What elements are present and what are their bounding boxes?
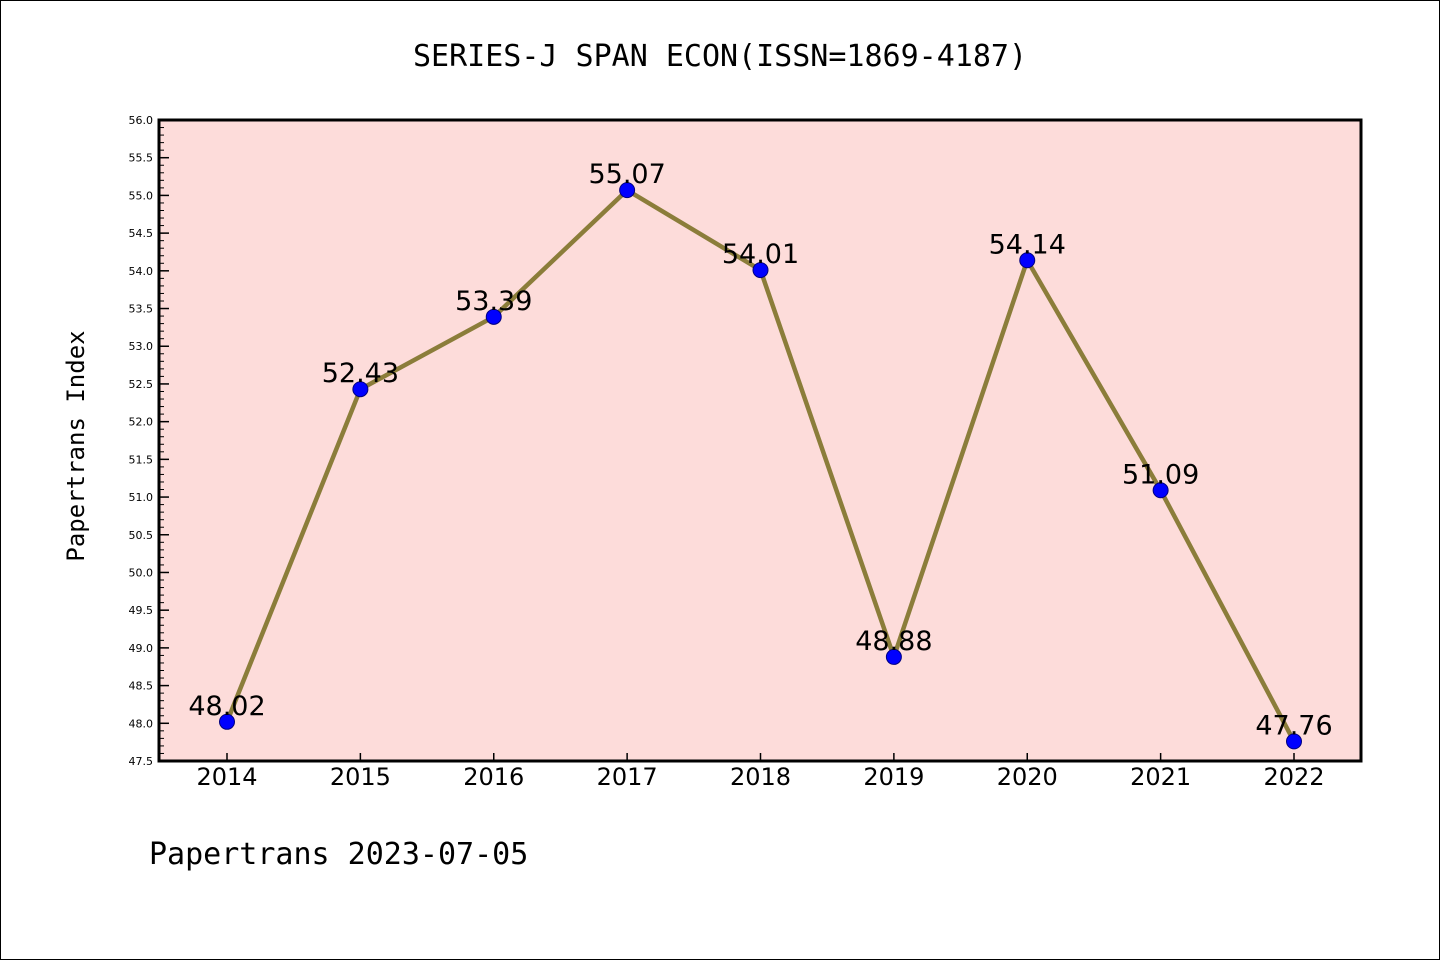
x-tick-label: 2015 — [330, 763, 391, 791]
plot-area — [159, 120, 1361, 761]
data-label: 53.39 — [455, 286, 532, 317]
y-tick-label: 53.5 — [129, 303, 154, 316]
data-point — [485, 308, 502, 325]
data-point — [1019, 252, 1036, 269]
y-tick-label: 51.5 — [129, 453, 154, 466]
x-tick-label: 2018 — [730, 763, 791, 791]
y-tick-label: 49.5 — [129, 604, 154, 617]
data-point — [885, 648, 902, 665]
x-tick-label: 2020 — [997, 763, 1058, 791]
data-label: 54.01 — [722, 239, 799, 270]
data-point — [1286, 733, 1302, 750]
y-tick-label: 49.0 — [129, 642, 154, 655]
x-tick-label: 2014 — [196, 763, 257, 791]
data-label: 54.14 — [989, 229, 1066, 260]
y-tick-label: 52.5 — [129, 378, 154, 391]
data-labels: 48.02 52.43 53.39 55.07 54.01 48.88 54.14 51.09… — [188, 159, 1332, 741]
y-tick-label: 54.0 — [129, 265, 154, 278]
y-tick-label: 47.5 — [129, 755, 154, 768]
data-point — [352, 381, 369, 398]
y-tick-label: 51.0 — [129, 491, 154, 504]
data-points — [219, 182, 1302, 750]
x-tick-label: 2021 — [1130, 763, 1191, 791]
data-label: 48.02 — [188, 691, 265, 722]
y-axis-label: Papertrans Index — [62, 330, 90, 561]
x-tick-label: 2016 — [463, 763, 524, 791]
chart-title: SERIES-J SPAN ECON(ISSN=1869-4187) — [413, 39, 1027, 74]
y-tick-label: 50.5 — [129, 529, 154, 542]
data-label: 48.88 — [855, 626, 932, 657]
data-label: 52.43 — [322, 358, 399, 389]
data-label: 47.76 — [1255, 710, 1332, 741]
data-point — [619, 182, 636, 199]
y-tick-label: 55.5 — [129, 152, 154, 165]
y-tick-label: 56.0 — [129, 114, 154, 127]
data-label: 55.07 — [588, 159, 665, 190]
plot-border — [157, 118, 1363, 763]
y-tick-label: 52.0 — [129, 416, 154, 429]
footer-text: Papertrans 2023-07-05 — [149, 837, 528, 872]
y-tick-label: 48.5 — [129, 680, 154, 693]
data-point — [1152, 482, 1169, 499]
data-label: 51.09 — [1122, 459, 1199, 490]
x-tick-label: 2019 — [863, 763, 924, 791]
x-axis-ticks: 2014 2015 2016 2017 2018 2019 2020 2021 2022 — [196, 753, 1325, 791]
x-tick-label: 2022 — [1263, 763, 1324, 791]
y-tick-label: 55.0 — [129, 189, 154, 202]
x-tick-label: 2017 — [597, 763, 658, 791]
y-tick-label: 53.0 — [129, 340, 154, 353]
data-point — [219, 713, 235, 730]
data-point — [752, 262, 769, 279]
y-tick-label: 50.0 — [129, 566, 154, 579]
y-tick-label: 48.0 — [129, 717, 154, 730]
y-axis-ticks: 47.5 48.0 48.5 49.0 49.5 50.0 50.5 51.0 51.5 52.0… — [129, 114, 169, 768]
y-tick-label: 54.5 — [129, 227, 154, 240]
